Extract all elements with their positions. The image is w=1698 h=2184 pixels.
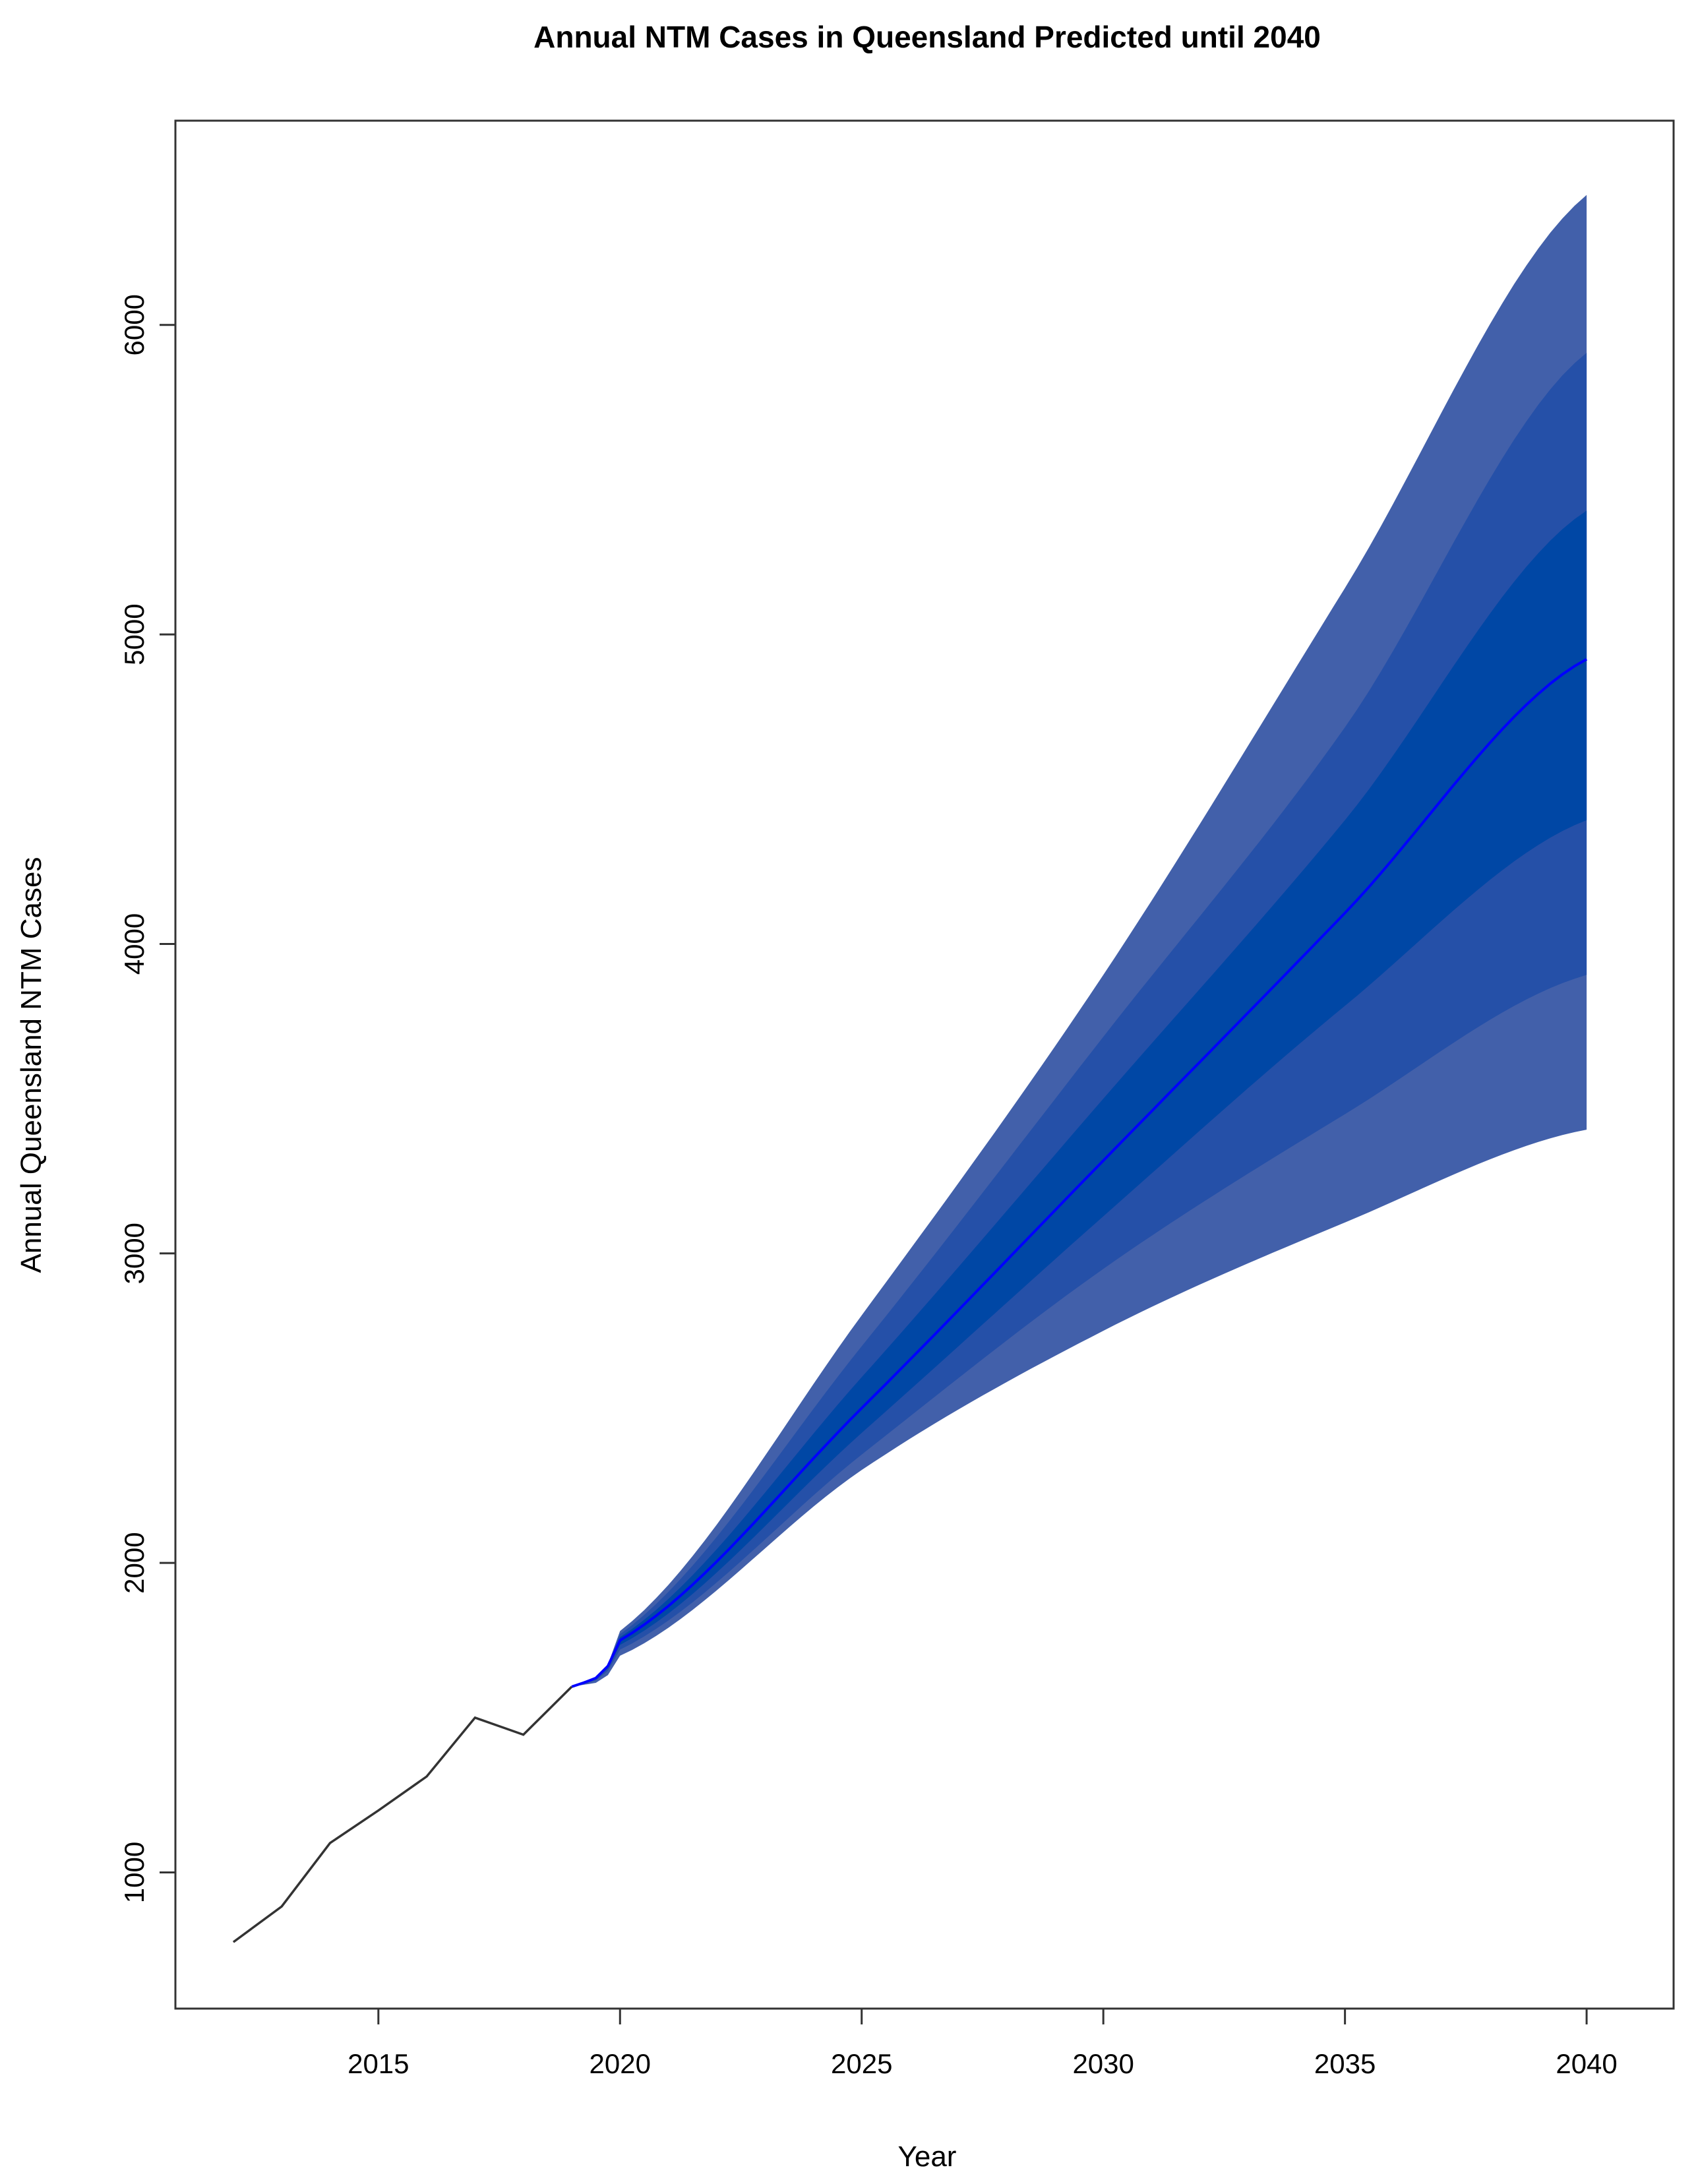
plot-frame [174,119,1675,2010]
x-tick-label: 2015 [348,2048,409,2079]
chart-title: Annual NTM Cases in Queensland Predicted… [533,20,1321,54]
y-tick-label: 1000 [119,1842,150,1903]
forecast-mean-line [571,657,1588,1688]
y-tick-label: 3000 [119,1223,150,1284]
forecast-band-50 [572,510,1587,1687]
y-tick-label: 4000 [119,913,150,975]
x-tick-label: 2040 [1556,2048,1617,2079]
y-tick-label: 5000 [119,603,150,665]
x-tick-label: 2030 [1072,2048,1134,2079]
forecast-band-80 [572,353,1587,1687]
y-tick-label: 2000 [119,1532,150,1593]
y-axis-label: Annual Queensland NTM Cases [15,857,47,1273]
x-axis-label: Year [898,2140,957,2173]
plot-area: 2015 2020 2025 2030 2035 2040 1000 2000 3000 4000… [119,119,1675,2079]
y-tick-label: 6000 [119,294,150,355]
x-tick-label: 2020 [590,2048,651,2079]
x-tick-label: 2035 [1314,2048,1376,2079]
x-tick-label: 2025 [831,2048,892,2079]
observed-series-line [232,1685,573,1943]
